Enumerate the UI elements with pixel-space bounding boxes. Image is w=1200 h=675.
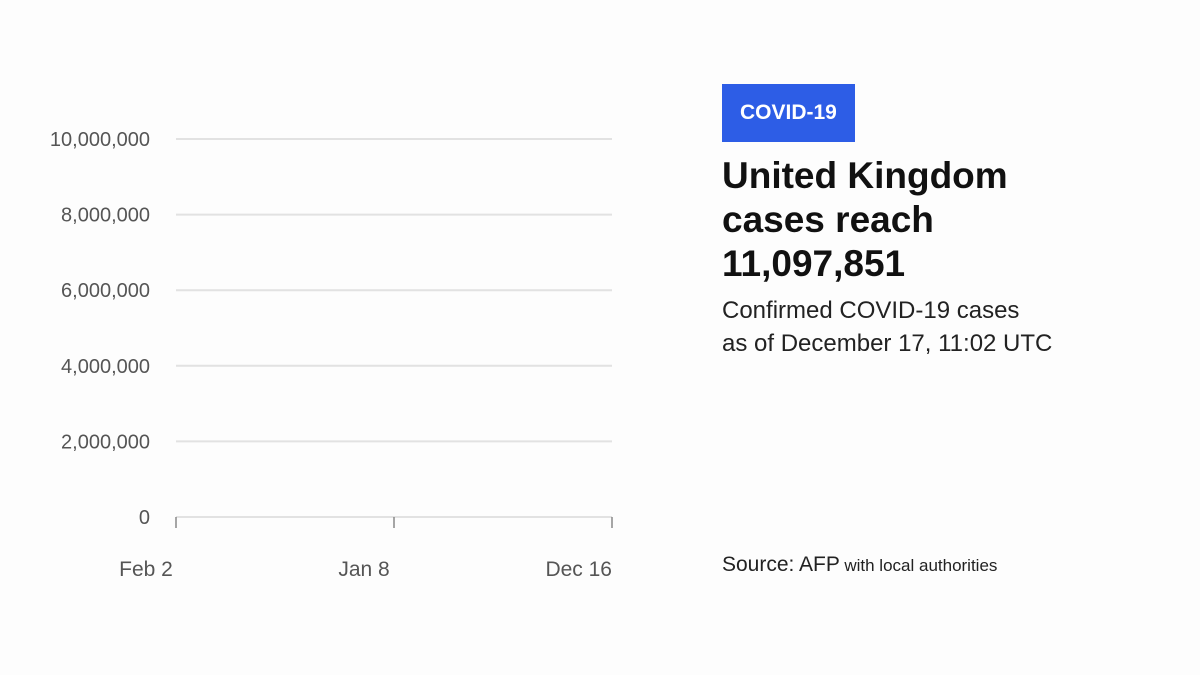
page-title: United Kingdom cases reach 11,097,851: [722, 155, 1008, 284]
x-tick-label: Feb 2: [119, 558, 173, 581]
subtitle: Confirmed COVID-19 cases as of December …: [722, 294, 1102, 360]
subtitle-line-2: as of December 17, 11:02 UTC: [722, 330, 1053, 357]
x-tick-label: Dec 16: [545, 558, 612, 581]
source-rest: with local authorities: [844, 556, 998, 575]
source-note: Source: AFP with local authorities: [722, 553, 997, 577]
x-tick-label: Jan 8: [338, 558, 389, 581]
covid-badge: COVID-19: [722, 84, 855, 142]
y-tick-label: 2,000,000: [61, 431, 150, 453]
y-tick-label: 0: [139, 507, 150, 529]
y-tick-label: 4,000,000: [61, 356, 150, 378]
subtitle-line-1: Confirmed COVID-19 cases: [722, 297, 1020, 324]
y-tick-label: 10,000,000: [50, 129, 150, 151]
y-tick-label: 8,000,000: [61, 205, 150, 227]
source-label: Source: AFP: [722, 553, 840, 576]
y-tick-label: 6,000,000: [61, 280, 150, 302]
info-panel: COVID-19 United Kingdom cases reach 11,0…: [722, 84, 1162, 360]
